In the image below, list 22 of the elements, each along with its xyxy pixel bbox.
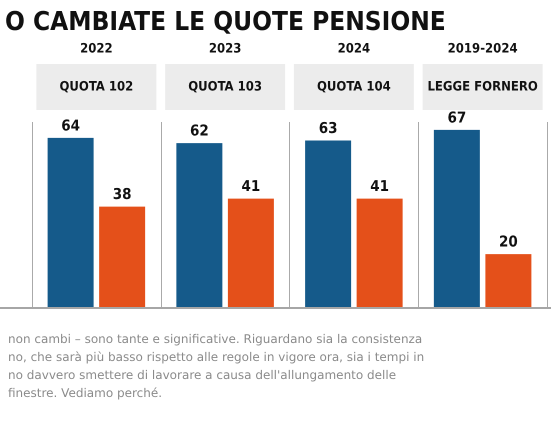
- chart-title: O CAMBIATE LE QUOTE PENSIONE: [5, 7, 446, 37]
- category-label: 2024 QUOTA 104: [316, 42, 391, 94]
- bar: [176, 143, 222, 307]
- bar: [99, 206, 146, 307]
- category-label: 2022 QUOTA 102: [59, 42, 134, 94]
- category-label: 2023 QUOTA 103: [188, 42, 262, 94]
- text: non cambi – sono tante e significative. Riguardano sia la consistenza no, che sarà più basso rispetto alle regole in vigore ora, sia i tempi in no davvero smettere di lavorare a causa dell'allungamento delle finestre. Vediamo perché.: [8, 332, 424, 400]
- bar: [48, 138, 94, 307]
- bar: [228, 198, 274, 307]
- bar: [356, 198, 403, 307]
- bar: [434, 130, 480, 307]
- category-label: 2019-2024 LEGGE FORNERO: [427, 42, 538, 94]
- data-label: 64: [61, 116, 80, 134]
- data-label: 67: [447, 108, 466, 126]
- data-label: 38: [112, 185, 132, 204]
- data-label: 41: [241, 177, 260, 196]
- bar: [485, 254, 532, 307]
- data-label: 63: [318, 119, 338, 137]
- bar: [305, 140, 352, 307]
- data-label: 62: [190, 122, 209, 140]
- data-label: 41: [370, 177, 390, 196]
- data-label: 20: [498, 232, 518, 251]
